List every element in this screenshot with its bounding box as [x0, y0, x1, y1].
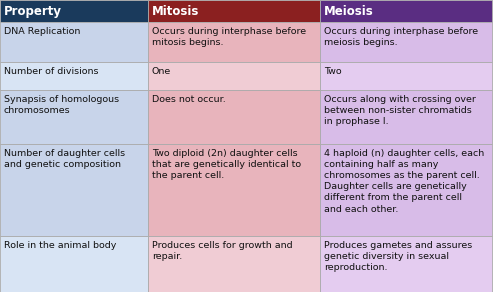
Text: Occurs during interphase before
mitosis begins.: Occurs during interphase before mitosis …: [152, 27, 306, 47]
Text: Meiosis: Meiosis: [324, 5, 374, 18]
Bar: [0, 0, 148, 22]
Text: Produces gametes and assures
genetic diversity in sexual
reproduction.: Produces gametes and assures genetic div…: [324, 241, 472, 272]
Text: Number of daughter cells
and genetic composition: Number of daughter cells and genetic com…: [4, 149, 125, 169]
Bar: [0, 236, 148, 292]
Text: Does not occur.: Does not occur.: [152, 95, 226, 104]
Bar: [320, 144, 492, 236]
Text: Two diploid (2n) daughter cells
that are genetically identical to
the parent cel: Two diploid (2n) daughter cells that are…: [152, 149, 301, 180]
Text: Synapsis of homologous
chromosomes: Synapsis of homologous chromosomes: [4, 95, 119, 115]
Bar: [148, 90, 320, 144]
Text: Occurs along with crossing over
between non-sister chromatids
in prophase I.: Occurs along with crossing over between …: [324, 95, 476, 126]
Text: Mitosis: Mitosis: [152, 5, 200, 18]
Bar: [320, 236, 492, 292]
Text: Occurs during interphase before
meiosis begins.: Occurs during interphase before meiosis …: [324, 27, 478, 47]
Text: Role in the animal body: Role in the animal body: [4, 241, 116, 250]
Bar: [0, 22, 148, 62]
Text: Two: Two: [324, 67, 342, 76]
Text: One: One: [152, 67, 171, 76]
Bar: [0, 62, 148, 90]
Bar: [0, 144, 148, 236]
Bar: [148, 62, 320, 90]
Bar: [320, 62, 492, 90]
Bar: [0, 90, 148, 144]
Bar: [148, 0, 320, 22]
Bar: [148, 144, 320, 236]
Text: DNA Replication: DNA Replication: [4, 27, 80, 36]
Bar: [148, 236, 320, 292]
Bar: [320, 22, 492, 62]
Text: Number of divisions: Number of divisions: [4, 67, 98, 76]
Bar: [320, 90, 492, 144]
Text: 4 haploid (n) daughter cells, each
containing half as many
chromosomes as the pa: 4 haploid (n) daughter cells, each conta…: [324, 149, 484, 213]
Bar: [320, 0, 492, 22]
Text: Property: Property: [4, 5, 62, 18]
Text: Produces cells for growth and
repair.: Produces cells for growth and repair.: [152, 241, 292, 261]
Bar: [148, 22, 320, 62]
